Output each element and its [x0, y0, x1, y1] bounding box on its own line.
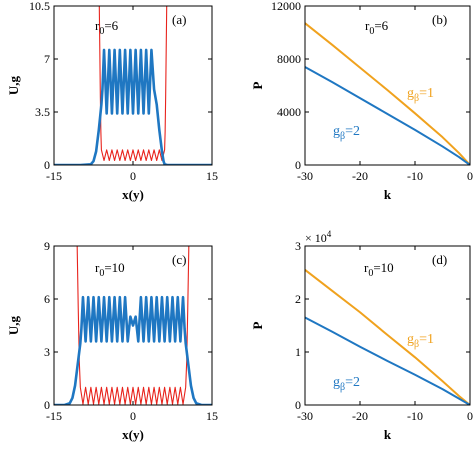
panel-tag: (a): [172, 12, 186, 27]
r0-annotation-sub: 0: [368, 268, 373, 279]
y-multiplier: × 104: [305, 229, 332, 245]
series-label-g-beta2-main: g: [333, 124, 340, 139]
series-label-g-beta2-rest: =2: [345, 375, 360, 390]
series-group: [305, 22, 470, 165]
x-tick-label: 15: [206, 169, 218, 183]
y-axis-title: U,g: [6, 75, 21, 95]
x-tick-label: 0: [467, 169, 473, 183]
y-tick-label: 10.5: [29, 0, 50, 13]
x-tick-label: -10: [407, 169, 423, 183]
x-tick-label: -15: [46, 169, 62, 183]
series-label-g-beta1-rest: =1: [419, 332, 434, 347]
y-tick-label: 9: [44, 239, 50, 253]
x-tick-label: -20: [352, 409, 368, 423]
series-line-g-beta1: [305, 22, 470, 165]
series-label-g-beta1: gβ=1: [407, 86, 434, 104]
series-line-soliton: [54, 48, 212, 165]
r0-annotation-rest: =10: [104, 260, 124, 275]
y-multiplier-exp: 4: [327, 229, 332, 239]
r0-annotation-rest: =10: [373, 260, 393, 275]
x-tick-label: 0: [130, 409, 136, 423]
y-tick-label: 1: [295, 345, 301, 359]
series-group: [305, 269, 470, 405]
series-line-g-beta2: [305, 316, 470, 405]
x-axis-title: x(y): [122, 187, 144, 202]
x-tick-label: 15: [206, 409, 218, 423]
y-tick-label: 8000: [277, 52, 301, 66]
series-group: [54, 246, 212, 405]
r0-annotation: r0=6: [365, 18, 389, 37]
series-label-g-beta1-main: g: [407, 332, 414, 347]
x-axis-title: x(y): [122, 427, 144, 442]
series-label-g-beta2-rest: =2: [345, 124, 360, 139]
x-tick-label: -15: [46, 409, 62, 423]
y-axis-title: P: [250, 81, 265, 89]
r0-annotation: r0=6: [95, 18, 119, 37]
plot-frame: [304, 245, 471, 406]
series-label-g-beta2: gβ=2: [333, 375, 360, 393]
panel-tag: (c): [172, 252, 186, 267]
x-tick-label: 0: [467, 409, 473, 423]
y-tick-label: 3: [295, 239, 301, 253]
r0-annotation: r0=10: [364, 260, 394, 279]
r0-annotation: r0=10: [95, 260, 125, 279]
y-multiplier-base: × 10: [305, 231, 327, 245]
x-tick-label: -30: [297, 169, 313, 183]
series-line-g-beta1: [305, 269, 470, 405]
y-tick-label: 3.5: [35, 105, 50, 119]
series-label-g-beta1-main: g: [407, 86, 414, 101]
r0-annotation-sub: 0: [99, 268, 104, 279]
x-axis-title: k: [384, 427, 392, 442]
y-tick-label: 4000: [277, 105, 301, 119]
series-label-g-beta2-sub: β: [340, 382, 345, 393]
y-axis-title: P: [250, 321, 265, 329]
r0-annotation-rest: =6: [374, 18, 388, 33]
series-label-g-beta1-rest: =1: [419, 86, 434, 101]
series-label-g-beta1-sub: β: [414, 93, 419, 104]
y-tick-label: 12000: [271, 0, 301, 13]
panel-b: -30 -20 -10 004000800012000kP(b)r0=6gβ=1gβ=…: [250, 0, 473, 202]
series-line-soliton: [54, 295, 212, 405]
r0-annotation-main: r: [95, 260, 100, 275]
y-tick-label: 0: [44, 158, 50, 172]
y-tick-label: 0: [295, 158, 301, 172]
r0-annotation-main: r: [365, 18, 370, 33]
panel-tag: (b): [432, 12, 447, 27]
y-tick-label: 0: [295, 398, 301, 412]
y-tick-label: 0: [44, 398, 50, 412]
series-label-g-beta1: gβ=1: [407, 332, 434, 350]
x-tick-label: -30: [297, 409, 313, 423]
y-axis-title: U,g: [6, 315, 21, 335]
series-label-g-beta2-sub: β: [340, 131, 345, 142]
y-tick-label: 3: [44, 345, 50, 359]
plot-frame: [304, 5, 471, 166]
x-tick-label: -10: [407, 409, 423, 423]
x-tick-label: 0: [130, 169, 136, 183]
y-tick-label: 2: [295, 292, 301, 306]
y-tick-label: 6: [44, 292, 50, 306]
panel-tag: (d): [432, 252, 447, 267]
series-label-g-beta1-sub: β: [414, 339, 419, 350]
r0-annotation-sub: 0: [369, 26, 374, 37]
series-label-g-beta2-main: g: [333, 375, 340, 390]
series-line-g-beta2: [305, 66, 470, 165]
series-group: [54, 6, 212, 165]
r0-annotation-sub: 0: [99, 26, 104, 37]
r0-annotation-main: r: [364, 260, 369, 275]
series-line-potential: [76, 246, 190, 405]
r0-annotation-main: r: [95, 18, 100, 33]
x-tick-label: -20: [352, 169, 368, 183]
r0-annotation-rest: =6: [104, 18, 118, 33]
y-tick-label: 7: [44, 52, 50, 66]
x-axis-title: k: [384, 187, 392, 202]
series-line-potential: [98, 6, 168, 162]
series-label-g-beta2: gβ=2: [333, 124, 360, 142]
